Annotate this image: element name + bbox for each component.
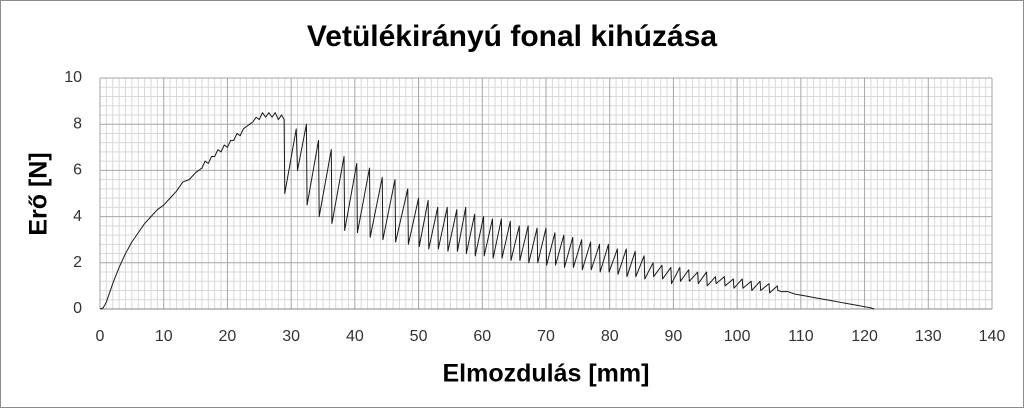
x-tick-label: 70 [537, 328, 555, 345]
x-tick-label: 10 [155, 328, 173, 345]
x-axis-title: Elmozdulás [mm] [443, 360, 650, 388]
y-tick-label: 8 [73, 115, 82, 132]
x-tick-label: 140 [979, 328, 1006, 345]
x-tick-label: 50 [410, 328, 428, 345]
x-tick-label: 20 [219, 328, 237, 345]
y-tick-label: 2 [73, 254, 82, 271]
x-tick-label: 0 [96, 328, 105, 345]
x-tick-label: 120 [851, 328, 878, 345]
y-tick-label: 10 [64, 69, 82, 86]
y-axis-title: Erő [N] [25, 152, 53, 235]
x-tick-label: 130 [915, 328, 942, 345]
x-tick-label: 110 [788, 328, 814, 345]
chart-title: Vetülékirányú fonal kihúzása [307, 20, 717, 53]
x-tick-label: 60 [473, 328, 491, 345]
x-tick-label: 100 [724, 328, 751, 345]
x-tick-label: 40 [346, 328, 364, 345]
y-tick-label: 6 [73, 162, 82, 179]
x-tick-label: 90 [665, 328, 683, 345]
x-tick-label: 30 [282, 328, 300, 345]
data-line [99, 112, 875, 310]
y-tick-label: 4 [73, 208, 82, 225]
y-tick-label: 0 [73, 300, 82, 317]
grid [99, 77, 993, 310]
x-tick-label: 80 [601, 328, 619, 345]
